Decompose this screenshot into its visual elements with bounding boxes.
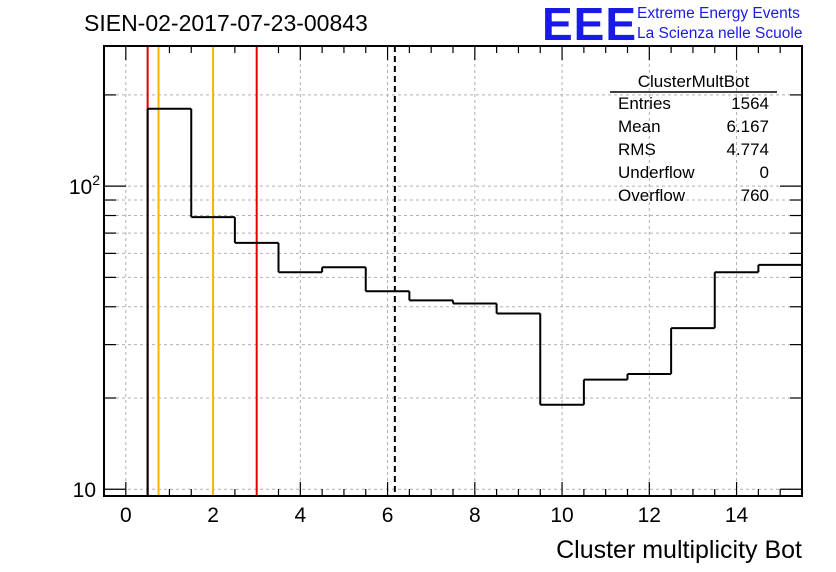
stats-row-value: 0	[760, 163, 769, 182]
marker-lines	[146, 46, 396, 496]
stats-rows: Entries 1564 Mean 6.167 RMS 4.774 Underflow 0 Ov…	[618, 94, 769, 205]
x-tick-label: 8	[469, 504, 481, 527]
x-tick-label: 4	[294, 504, 306, 527]
y-tick-label: 102	[69, 172, 100, 199]
plot-frame	[103, 45, 803, 497]
x-tick-label: 12	[638, 504, 661, 527]
grid-lines	[104, 46, 802, 496]
stats-row-label: RMS	[618, 140, 656, 159]
axis-ticks	[104, 46, 802, 496]
logo-caption-line2: La Scienza nelle Scuole	[637, 25, 803, 42]
y-tick-label-exponent: 2	[92, 172, 100, 188]
x-tick-labels: 0 2 4 6 8 10 12 14	[120, 504, 749, 527]
x-tick-label: 6	[382, 504, 394, 527]
x-tick-label: 10	[550, 504, 573, 527]
stats-row-label: Mean	[618, 117, 661, 136]
eee-logo: EEE	[542, 0, 638, 50]
stats-row-label: Underflow	[618, 163, 695, 182]
histogram-series	[146, 107, 802, 496]
y-tick-label-base: 10	[69, 176, 92, 199]
logo-caption-line1: Extreme Energy Events	[637, 5, 800, 22]
stats-row-value: 1564	[731, 94, 769, 113]
x-axis-label: Cluster multiplicity Bot	[556, 536, 802, 564]
stats-row-value: 6.167	[726, 117, 769, 136]
chart-title: SIEN-02-2017-07-23-00843	[84, 10, 368, 36]
logo-caption: Extreme Energy Events La Scienza nelle S…	[637, 4, 802, 44]
stats-box-title: ClusterMultBot	[638, 72, 750, 91]
stats-box: ClusterMultBot Entries 1564 Mean 6.167 RMS 4.…	[610, 72, 777, 205]
stats-row-label: Overflow	[618, 186, 686, 205]
y-tick-label: 10	[73, 479, 96, 502]
stats-row-label: Entries	[618, 94, 671, 113]
stats-row-value: 760	[741, 186, 769, 205]
stats-row-value: 4.774	[726, 140, 769, 159]
x-tick-label: 0	[120, 504, 132, 527]
x-tick-label: 14	[725, 504, 749, 527]
x-tick-label: 2	[207, 504, 219, 527]
